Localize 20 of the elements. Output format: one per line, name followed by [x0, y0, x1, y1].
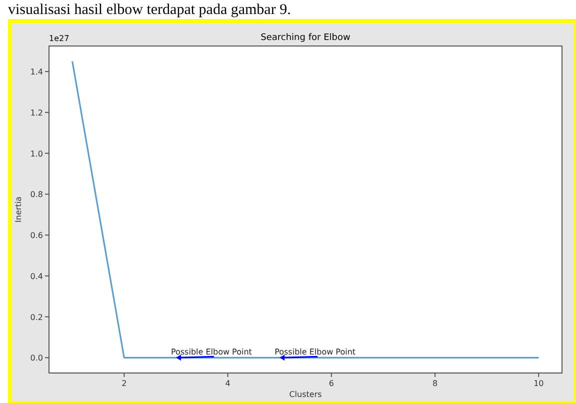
- y-tick-label: 0.4: [30, 272, 43, 281]
- x-tick-label: 2: [122, 379, 127, 388]
- y-axis-title: Inertia: [14, 196, 23, 222]
- x-tick-label: 10: [534, 379, 544, 388]
- text: visualisasi hasil elbow terdapat pada gambar 9.: [8, 2, 291, 18]
- x-axis-title: Clusters: [289, 390, 322, 399]
- y-tick-label: 0.2: [30, 312, 43, 322]
- chart-title: Searching for Elbow: [260, 33, 350, 43]
- y-tick-label: 1.2: [30, 108, 43, 118]
- y-tick-label: 0.0: [30, 354, 43, 363]
- y-tick-label: 0.8: [30, 190, 43, 200]
- y-tick-label: 1.0: [30, 149, 43, 158]
- y-tick-label: 1.4: [30, 68, 43, 77]
- annotation: Possible Elbow Point: [274, 348, 356, 357]
- x-tick-label: 8: [432, 379, 438, 388]
- text: 1e27: [49, 34, 70, 43]
- x-tick-label: 6: [328, 379, 334, 388]
- y-tick-label: 0.6: [30, 231, 43, 240]
- x-tick-label: 4: [225, 379, 230, 388]
- annotation: Possible Elbow Point: [170, 348, 252, 357]
